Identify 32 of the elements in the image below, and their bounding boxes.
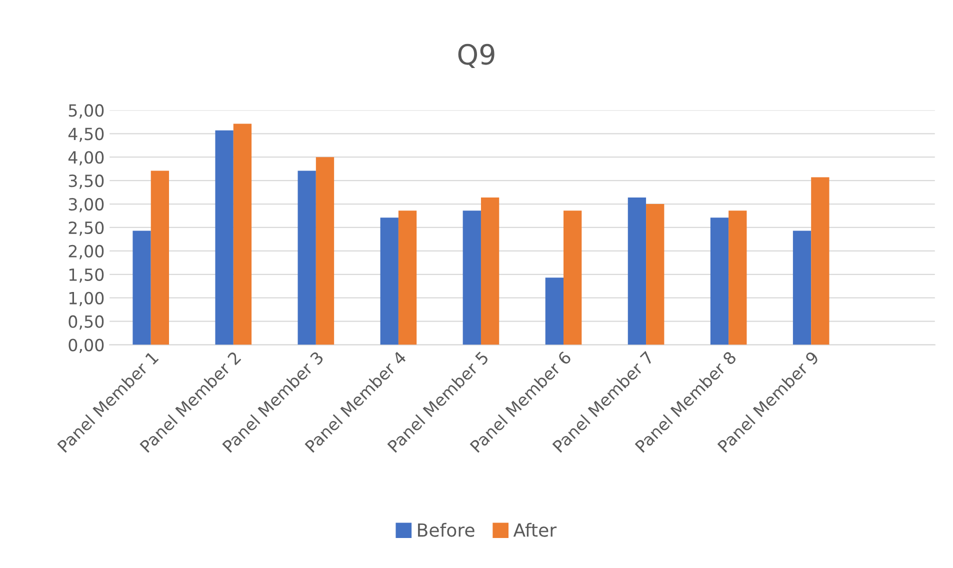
chart-title: Q9 [458,44,494,68]
y-tick-label: 5,00 [68,104,104,118]
y-tick-label: 3,50 [68,174,104,189]
bar [233,124,252,345]
legend-label: After [513,522,557,537]
y-tick-label: 3,00 [68,198,104,212]
bar [398,210,417,345]
bar [811,177,830,345]
bar [710,218,729,345]
bar [462,210,481,345]
y-tick-label: 1,50 [69,268,104,283]
y-tick-label: 0,00 [68,338,104,354]
y-tick-label: 1,00 [69,292,104,306]
bar [628,197,646,345]
bar [150,170,170,345]
legend-label: Before [418,522,474,537]
bar [480,197,500,345]
bar [646,204,664,345]
y-tick-label: 4,00 [68,151,104,166]
bar [316,157,334,345]
bar [728,210,747,345]
bar [298,170,316,345]
bar [564,210,582,345]
bar [215,130,234,345]
y-tick-label: 2,50 [68,221,104,236]
bar [132,230,151,345]
y-tick-label: 4,50 [68,128,104,142]
bar [380,218,398,345]
y-tick-label: 2,00 [68,244,104,260]
y-tick-label: 0,50 [68,315,104,330]
bar [792,230,812,345]
bar [545,278,564,345]
